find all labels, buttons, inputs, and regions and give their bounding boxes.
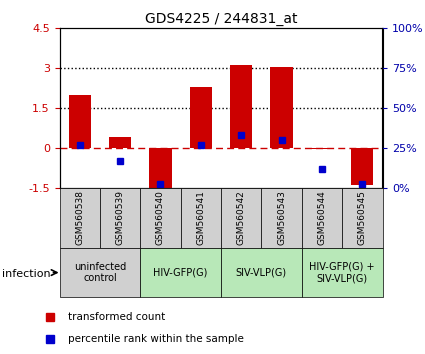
Bar	[100, 188, 140, 248]
Bar	[149, 148, 172, 189]
Bar	[302, 188, 342, 248]
Text: HIV-GFP(G): HIV-GFP(G)	[153, 268, 208, 278]
Text: GSM560545: GSM560545	[358, 190, 367, 245]
Text: uninfected
control: uninfected control	[74, 262, 126, 284]
Text: GSM560538: GSM560538	[75, 190, 84, 245]
Bar	[68, 95, 91, 148]
Text: GSM560544: GSM560544	[317, 190, 326, 245]
Text: HIV-GFP(G) +
SIV-VLP(G): HIV-GFP(G) + SIV-VLP(G)	[309, 262, 375, 284]
Bar	[270, 67, 293, 148]
Text: infection: infection	[2, 269, 51, 279]
Bar	[342, 188, 382, 248]
Text: SIV-VLP(G): SIV-VLP(G)	[236, 268, 287, 278]
Bar	[221, 188, 261, 248]
Title: GDS4225 / 244831_at: GDS4225 / 244831_at	[145, 12, 297, 26]
Bar	[60, 188, 100, 248]
Bar	[230, 65, 252, 148]
Bar	[109, 137, 131, 148]
Bar	[181, 188, 221, 248]
Text: GSM560539: GSM560539	[116, 190, 125, 245]
Bar	[221, 248, 302, 297]
Bar	[302, 248, 382, 297]
Text: percentile rank within the sample: percentile rank within the sample	[68, 335, 244, 344]
Text: GSM560541: GSM560541	[196, 190, 205, 245]
Bar	[140, 248, 221, 297]
Bar	[351, 148, 374, 185]
Bar	[261, 188, 302, 248]
Bar	[311, 148, 333, 149]
Text: GSM560542: GSM560542	[237, 190, 246, 245]
Text: GSM560543: GSM560543	[277, 190, 286, 245]
Text: transformed count: transformed count	[68, 312, 165, 322]
Bar	[60, 248, 140, 297]
Bar	[140, 188, 181, 248]
Bar	[190, 87, 212, 148]
Text: GSM560540: GSM560540	[156, 190, 165, 245]
